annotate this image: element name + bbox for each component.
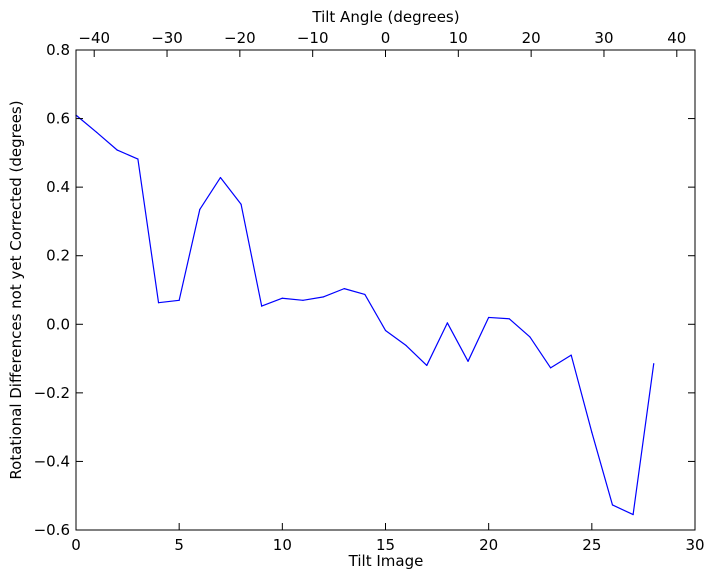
top-x-tick-label: −10: [297, 29, 329, 47]
data-point: [116, 149, 118, 151]
data-point: [488, 316, 490, 319]
top-x-axis-label: Tilt Angle (degrees): [311, 8, 459, 26]
y-axis-label: Rotational Differences not yet Corrected…: [7, 100, 25, 479]
data-point: [570, 354, 572, 356]
top-x-tick-label: 40: [667, 29, 686, 47]
data-point: [384, 329, 387, 332]
y-tick-label: 0.0: [46, 315, 70, 333]
data-point: [302, 299, 304, 301]
data-point: [426, 364, 428, 367]
data-point: [632, 513, 634, 516]
x-tick-label: 10: [273, 536, 292, 554]
data-point: [611, 504, 614, 506]
y-tick-label: 0.6: [46, 110, 70, 128]
data-point: [653, 363, 655, 365]
y-tick-label: −0.6: [34, 521, 70, 539]
x-axis-label: Tilt Image: [348, 552, 424, 570]
data-point: [508, 318, 510, 320]
y-tick-label: 0.4: [46, 178, 70, 196]
data-point: [591, 431, 593, 433]
top-x-tick-label: −40: [78, 29, 110, 47]
tick-layer: 0 5 10 15 20 25 30−0.6−0.4−0.20.00.20.40.60.8−…: [34, 29, 705, 554]
data-point: [178, 299, 180, 301]
data-point: [219, 176, 222, 179]
x-tick-label: 15: [376, 536, 395, 554]
top-x-tick-label: −30: [151, 29, 183, 47]
data-point: [343, 288, 345, 290]
data-point: [323, 296, 325, 298]
y-tick-label: −0.2: [34, 384, 70, 402]
data-point: [364, 293, 366, 296]
top-x-tick-label: 20: [522, 29, 541, 47]
data-point: [467, 360, 469, 362]
data-point: [446, 322, 448, 324]
y-tick-label: 0.2: [46, 247, 70, 265]
top-x-tick-label: 30: [594, 29, 613, 47]
top-x-tick-label: 10: [449, 29, 468, 47]
data-point: [529, 336, 531, 338]
series-layer: [75, 114, 655, 516]
y-tick-label: −0.4: [34, 452, 70, 470]
top-x-tick-label: 0: [381, 29, 391, 47]
data-point: [137, 158, 139, 160]
x-tick-label: 0: [71, 536, 81, 554]
x-tick-label: 30: [685, 536, 704, 554]
data-point: [96, 131, 98, 133]
data-point: [240, 203, 242, 205]
data-point: [199, 208, 201, 211]
data-point: [157, 302, 160, 304]
data-point: [549, 367, 552, 369]
data-point: [261, 305, 263, 307]
x-tick-label: 5: [174, 536, 184, 554]
data-point: [405, 344, 407, 347]
x-tick-label: 25: [582, 536, 601, 554]
y-tick-label: 0.8: [46, 41, 70, 59]
x-tick-label: 20: [479, 536, 498, 554]
top-x-tick-label: −20: [224, 29, 256, 47]
data-point: [281, 297, 283, 299]
